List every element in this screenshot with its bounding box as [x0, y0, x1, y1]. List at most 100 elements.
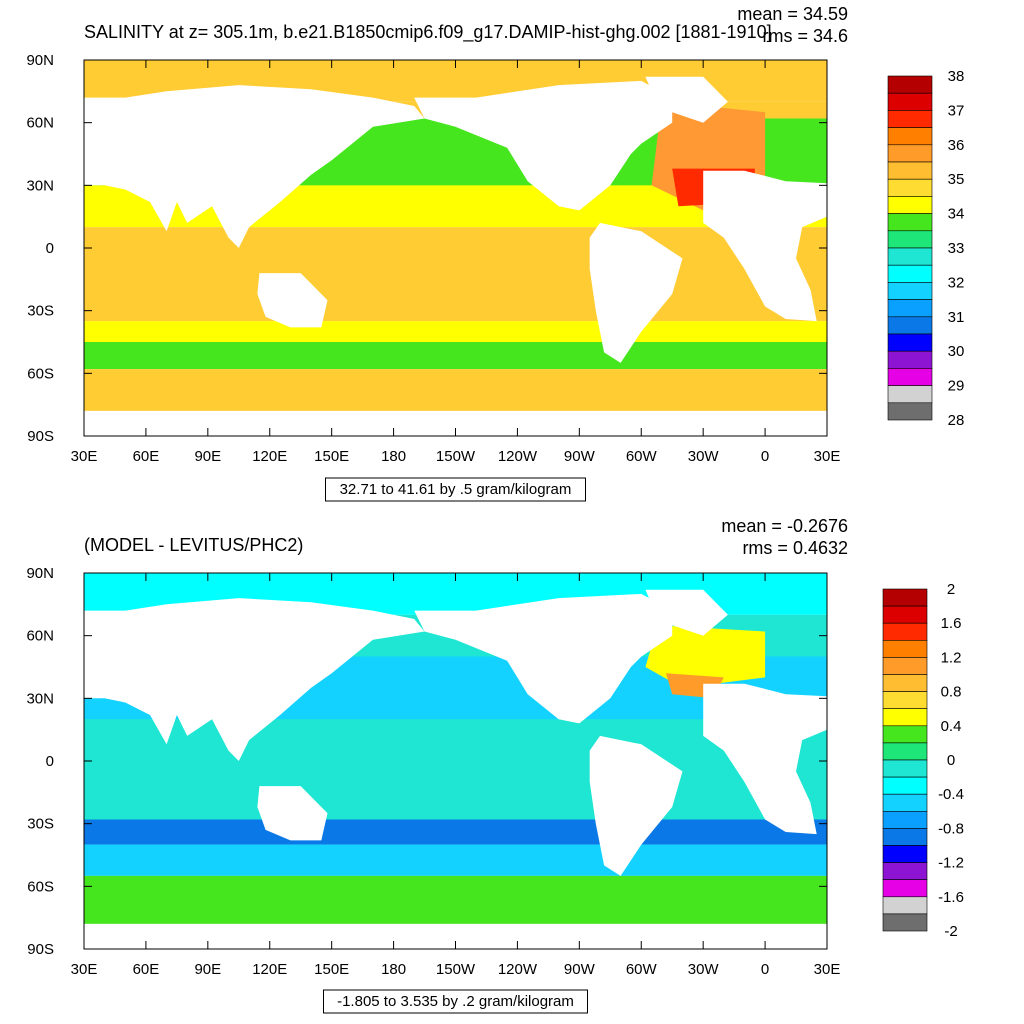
- land-eurasia: [84, 60, 425, 248]
- colorbar-swatch: [882, 913, 928, 932]
- contour-info-box: [325, 477, 586, 502]
- x-tick-label: 150W: [436, 961, 476, 978]
- x-tick-label: 120E: [252, 448, 287, 465]
- panel-title: (MODEL - LEVITUS/PHC2): [84, 535, 303, 555]
- colorbar-label: 37: [948, 102, 965, 119]
- colorbar-swatch: [882, 896, 928, 915]
- colorbar-swatch: [887, 213, 933, 232]
- x-tick-label: 60W: [626, 961, 658, 978]
- x-tick-label: 90W: [564, 448, 596, 465]
- colorbar-swatch: [887, 196, 933, 214]
- colorbar-swatch: [887, 230, 933, 249]
- salinity-field: [84, 60, 827, 436]
- x-tick-label: 0: [761, 448, 769, 465]
- x-tick-label: 60E: [133, 961, 160, 978]
- field-band: [84, 321, 827, 342]
- colorbar-label: 34: [948, 206, 965, 223]
- colorbar-swatch: [882, 862, 928, 880]
- colorbar-label: 30: [948, 343, 965, 360]
- x-tick-label: 120W: [498, 448, 538, 465]
- y-tick-label: 30S: [27, 816, 54, 833]
- colorbar-label: 2: [947, 581, 955, 598]
- x-tick-label: 30E: [71, 448, 98, 465]
- colorbar-swatch: [887, 110, 933, 128]
- y-tick-label: 60N: [26, 115, 54, 132]
- colorbar-label: 32: [948, 274, 965, 291]
- colorbar-swatch: [887, 144, 933, 163]
- colorbar-label: 0: [947, 752, 955, 769]
- colorbar-swatch: [882, 879, 928, 898]
- y-tick-label: 30N: [26, 177, 54, 194]
- colorbar-swatch: [882, 691, 928, 709]
- x-tick-label: 30W: [688, 961, 720, 978]
- y-tick-label: 90S: [27, 428, 54, 445]
- stat-label: mean = -0.2676: [721, 516, 848, 536]
- x-tick-label: 120E: [252, 961, 287, 978]
- field-band: [84, 369, 827, 411]
- x-tick-label: 30E: [71, 961, 98, 978]
- colorbar-swatch: [887, 247, 933, 266]
- colorbar-swatch: [882, 622, 928, 641]
- colorbar-label: 31: [948, 309, 965, 326]
- stat-label: mean = 34.59: [737, 4, 848, 24]
- colorbar-swatch: [887, 350, 933, 369]
- land-america_s: [589, 222, 683, 363]
- x-tick-label: 120W: [498, 961, 538, 978]
- land-america_n: [414, 80, 673, 211]
- land-greenland: [645, 76, 728, 123]
- x-tick-label: 180: [381, 448, 406, 465]
- colorbar-swatch: [887, 333, 933, 352]
- colorbar-swatch: [887, 299, 933, 318]
- land-eurasia: [84, 573, 425, 761]
- map-panel-2: 30E 60E 90E 120E 150E 180 150W 120W 90W 60W 30W 0 30…: [26, 516, 964, 1014]
- land-australia: [257, 786, 328, 841]
- panel-title: SALINITY at z= 305.1m, b.e21.B1850cmip6.…: [84, 22, 772, 43]
- land-africa: [703, 683, 827, 835]
- stat-label: rms = 0.4632: [742, 538, 848, 558]
- colorbar-label: 0.8: [941, 684, 962, 701]
- north-atlantic-region: [645, 625, 766, 688]
- contour-info-label: -1.805 to 3.535 by .2 gram/kilogram: [337, 993, 574, 1010]
- colorbar-label: -1.6: [938, 889, 964, 906]
- stat-label: rms = 34.6: [762, 26, 848, 46]
- colorbar-swatch: [882, 828, 928, 846]
- colorbar-swatch: [887, 385, 933, 404]
- colorbar-swatch: [882, 605, 928, 624]
- x-tick-label: 180: [381, 961, 406, 978]
- colorbar-label: 1.2: [941, 649, 962, 666]
- x-tick-label: 150E: [314, 448, 349, 465]
- colorbar-label: -1.2: [938, 855, 964, 872]
- y-tick-label: 60S: [27, 878, 54, 895]
- x-tick-label: 150W: [436, 448, 476, 465]
- colorbar-swatch: [882, 725, 928, 744]
- y-tick-label: 60N: [26, 628, 54, 645]
- colorbar-label: 29: [948, 378, 965, 395]
- y-tick-label: 90N: [26, 565, 54, 582]
- y-tick-label: 30S: [27, 303, 54, 320]
- x-tick-label: 60W: [626, 448, 658, 465]
- colorbar-label: 36: [948, 137, 965, 154]
- colorbar-label: 1.6: [941, 615, 962, 632]
- colorbar: 2 1.6 1.2 0.8 0.4 0 -0.4 -0.8 -1.2 -1.6 -2: [882, 581, 964, 940]
- colorbar-swatch: [882, 674, 928, 692]
- contour-info-label: 32.71 to 41.61 by .5 gram/kilogram: [340, 481, 572, 498]
- colorbar-swatch: [882, 793, 928, 812]
- y-tick-label: 0: [46, 753, 54, 770]
- y-tick-label: 30N: [26, 690, 54, 707]
- field-band: [84, 819, 827, 845]
- colorbar-swatch: [887, 402, 933, 421]
- land-greenland: [645, 589, 728, 636]
- x-tick-label: 90E: [194, 961, 221, 978]
- land-africa: [703, 170, 827, 322]
- colorbar-label: 35: [948, 171, 965, 188]
- colorbar-swatch: [882, 810, 928, 829]
- land-australia: [257, 273, 328, 328]
- x-tick-label: 30E: [814, 961, 841, 978]
- colorbar-swatch: [882, 759, 928, 778]
- map-panel-1: 30E 60E 90E 120E 150E 180 150W 120W 90W 60W 30W 0 30…: [26, 4, 965, 502]
- colorbar-swatch: [882, 588, 928, 607]
- colorbar-swatch: [887, 178, 933, 197]
- colorbar-swatch: [887, 127, 933, 146]
- land-america_s: [589, 735, 683, 876]
- y-tick-label: 60S: [27, 365, 54, 382]
